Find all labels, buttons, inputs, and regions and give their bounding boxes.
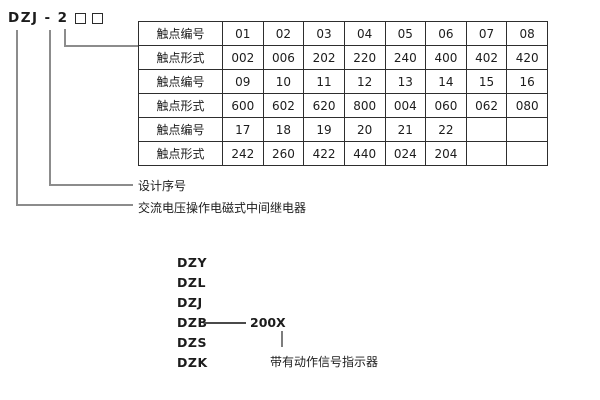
cell: 024: [384, 141, 427, 166]
cell: 11: [303, 69, 345, 94]
cell: 242: [222, 141, 264, 166]
cell: 12: [343, 69, 386, 94]
cell: 22: [425, 117, 467, 142]
cell: 09: [222, 69, 264, 94]
relay-description-label: 交流电压操作电磁式中间继电器: [138, 201, 307, 215]
leader-line-box-horizontal: [64, 45, 138, 47]
cell: 18: [262, 117, 305, 142]
row-header: 触点编号: [138, 69, 223, 94]
cell: 10: [262, 69, 305, 94]
model-placeholder-box-1: [74, 13, 86, 24]
cell: 204: [425, 141, 467, 166]
legend-item-dzj: DZJ: [177, 295, 203, 310]
cell: 220: [343, 45, 386, 70]
cell: 060: [425, 93, 467, 118]
cell: 202: [303, 45, 345, 70]
dzb-x-mark: X: [276, 315, 286, 330]
table-row: 触点编号 17 18 19 20 21 22: [138, 117, 548, 142]
cell: 08: [506, 21, 548, 46]
cell: 16: [506, 69, 548, 94]
legend-item-dzk: DZK: [177, 355, 208, 370]
leader-line-letter-vertical: [16, 30, 18, 205]
model-designation: DZJ - 2: [8, 10, 103, 26]
cell: 04: [343, 21, 386, 46]
table-row: 触点形式 002 006 202 220 240 400 402 420: [138, 45, 548, 70]
legend-item-dzy: DZY: [177, 255, 207, 270]
cell: 080: [506, 93, 548, 118]
cell: 800: [343, 93, 386, 118]
cell: 01: [222, 21, 264, 46]
table-row: 触点编号 01 02 03 04 05 06 07 08: [138, 21, 548, 46]
contact-code-table: 触点编号 01 02 03 04 05 06 07 08 触点形式 002 00…: [138, 21, 548, 166]
cell: 17: [222, 117, 264, 142]
cell: 422: [303, 141, 345, 166]
cell: 600: [222, 93, 264, 118]
cell: 602: [262, 93, 305, 118]
cell: 062: [465, 93, 508, 118]
cell: 004: [384, 93, 427, 118]
legend-item-dzb: DZB: [177, 315, 208, 330]
cell: 240: [384, 45, 427, 70]
cell: 05: [384, 21, 427, 46]
leader-line-box-vertical: [64, 29, 66, 46]
legend-item-dzs: DZS: [177, 335, 207, 350]
cell: [465, 117, 508, 142]
cell: 21: [384, 117, 427, 142]
cell: 19: [303, 117, 345, 142]
x-indicator-line: [281, 331, 283, 347]
table-row: 触点形式 242 260 422 440 024 204: [138, 141, 548, 166]
cell: 15: [465, 69, 508, 94]
design-serial-label: 设计序号: [138, 179, 187, 193]
row-header: 触点形式: [138, 45, 223, 70]
row-header: 触点形式: [138, 93, 223, 118]
cell: [465, 141, 508, 166]
indicator-note: 带有动作信号指示器: [270, 355, 379, 369]
cell: 06: [425, 21, 467, 46]
cell: 14: [425, 69, 467, 94]
row-header: 触点编号: [138, 21, 223, 46]
model-digit: 2: [57, 10, 69, 26]
cell: 420: [506, 45, 548, 70]
model-prefix: DZJ: [8, 10, 39, 26]
cell: 13: [384, 69, 427, 94]
cell: 006: [262, 45, 305, 70]
cell: 440: [343, 141, 386, 166]
cell: [506, 141, 548, 166]
leader-line-letter-horizontal: [16, 204, 133, 206]
cell: 002: [222, 45, 264, 70]
table-row: 触点编号 09 10 11 12 13 14 15 16: [138, 69, 548, 94]
dzb-value: 200: [250, 315, 277, 330]
model-placeholder-box-2: [91, 13, 103, 24]
cell: 20: [343, 117, 386, 142]
row-header: 触点编号: [138, 117, 223, 142]
dzb-connector-line: [204, 322, 246, 324]
row-header: 触点形式: [138, 141, 223, 166]
leader-line-digit-horizontal: [49, 184, 133, 186]
legend-item-dzl: DZL: [177, 275, 206, 290]
cell: 400: [425, 45, 467, 70]
table-row: 触点形式 600 602 620 800 004 060 062 080: [138, 93, 548, 118]
cell: 402: [465, 45, 508, 70]
cell: 02: [262, 21, 305, 46]
cell: 620: [303, 93, 345, 118]
cell: [506, 117, 548, 142]
cell: 07: [465, 21, 508, 46]
model-dash: -: [44, 10, 52, 26]
leader-line-digit-vertical: [49, 30, 51, 185]
cell: 03: [303, 21, 345, 46]
cell: 260: [262, 141, 305, 166]
